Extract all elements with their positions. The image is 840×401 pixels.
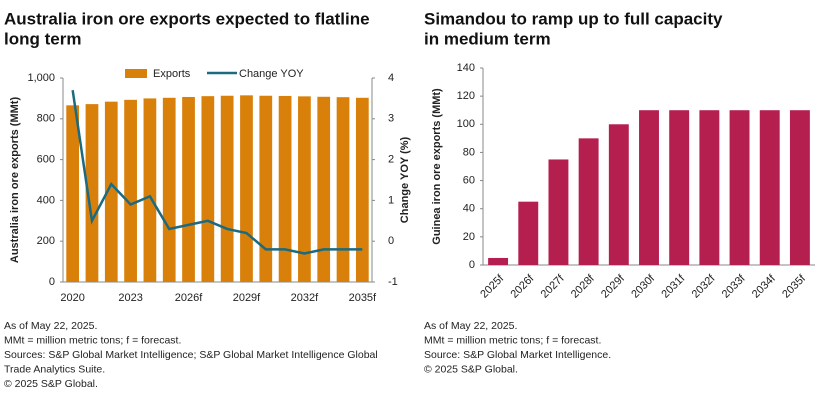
bar — [639, 110, 659, 265]
y2-tick-label: 0 — [388, 235, 394, 247]
y2-axis-label: Change YOY (%) — [399, 136, 411, 223]
x-tick-label: 2035f — [780, 272, 809, 301]
bar — [729, 110, 750, 265]
x-tick-label: 2020 — [60, 292, 84, 304]
y-tick-label: 800 — [37, 113, 55, 125]
y-tick-label: 80 — [463, 146, 475, 158]
x-tick-label: 2026f — [175, 292, 203, 304]
chart-title: long term — [4, 29, 81, 48]
y-tick-label: 400 — [37, 194, 55, 206]
y-tick-label: 1,000 — [27, 72, 55, 84]
bar — [143, 98, 157, 283]
bar — [240, 95, 253, 282]
bar — [220, 95, 234, 282]
footnote: As of May 22, 2025. — [4, 320, 97, 332]
x-tick-label: 2032f — [690, 272, 719, 301]
footnote: Sources: S&P Global Market Intelligence;… — [4, 349, 378, 361]
chart-title: Australia iron ore exports expected to f… — [4, 9, 370, 28]
y2-tick-label: 1 — [388, 194, 394, 206]
footnote: Trade Analytics Suite. — [4, 363, 105, 375]
chart-title: Simandou to ramp up to full capacity — [424, 9, 723, 28]
bar — [104, 101, 118, 282]
y-tick-label: 600 — [37, 154, 55, 166]
y-tick-label: 20 — [463, 231, 475, 243]
bar — [548, 159, 569, 265]
y2-tick-label: 2 — [388, 154, 394, 166]
legend-swatch — [125, 69, 147, 78]
x-tick-label: 2035f — [349, 292, 377, 304]
bar — [336, 97, 350, 283]
chart-title: in medium term — [424, 29, 551, 48]
footnote: MMt = million metric tons; f = forecast. — [4, 334, 181, 346]
footnote: Source: S&P Global Market Intelligence. — [424, 349, 611, 361]
bar — [259, 95, 273, 282]
bar — [201, 96, 215, 282]
y2-tick-label: 3 — [388, 113, 394, 125]
y-tick-label: 120 — [457, 90, 475, 102]
bar — [298, 96, 311, 282]
bar — [518, 201, 539, 265]
footnote: © 2025 S&P Global. — [424, 363, 518, 375]
x-tick-label: 2032f — [291, 292, 319, 304]
y-axis-label: Guinea iron ore exports (MMt) — [431, 88, 443, 245]
y-tick-label: 40 — [463, 203, 475, 215]
legend-label: Change YOY — [239, 68, 304, 80]
x-tick-label: 2034f — [750, 272, 779, 301]
bar — [162, 97, 176, 283]
bar — [488, 257, 509, 265]
y2-tick-label: -1 — [388, 276, 398, 288]
bar — [124, 99, 137, 282]
bar — [608, 124, 629, 266]
line — [71, 90, 363, 255]
x-tick-label: 2027f — [539, 272, 568, 301]
bar — [182, 96, 195, 282]
bar — [317, 96, 331, 282]
bar — [66, 105, 80, 282]
bar — [759, 110, 780, 265]
y-tick-label: 140 — [457, 62, 475, 74]
bar — [278, 95, 292, 283]
y-axis-label: Australia iron ore exports (MMt) — [9, 97, 21, 264]
x-tick-label: 2033f — [720, 272, 749, 301]
x-tick-label: 2026f — [508, 272, 537, 301]
y2-tick-label: 4 — [388, 72, 394, 84]
y-tick-label: 0 — [469, 259, 475, 271]
legend-label: Exports — [153, 68, 191, 80]
bar — [699, 110, 720, 265]
footnote: MMt = million metric tons; f = forecast. — [424, 334, 601, 346]
footnote: © 2025 S&P Global. — [4, 378, 98, 390]
bar — [669, 110, 690, 265]
x-tick-label: 2031f — [659, 272, 688, 301]
y-tick-label: 60 — [463, 174, 475, 186]
bar — [355, 97, 369, 283]
x-tick-label: 2028f — [569, 272, 598, 301]
x-tick-label: 2023 — [118, 292, 142, 304]
bar — [789, 110, 810, 265]
bar — [578, 138, 599, 265]
x-tick-label: 2029f — [233, 292, 261, 304]
x-tick-label: 2029f — [599, 272, 628, 301]
x-tick-label: 2030f — [629, 272, 658, 301]
y-tick-label: 0 — [49, 276, 55, 288]
x-tick-label: 2025f — [478, 272, 507, 301]
bar — [85, 104, 99, 282]
y-tick-label: 200 — [37, 235, 55, 247]
y-tick-label: 100 — [457, 118, 475, 130]
footnote: As of May 22, 2025. — [424, 320, 517, 332]
